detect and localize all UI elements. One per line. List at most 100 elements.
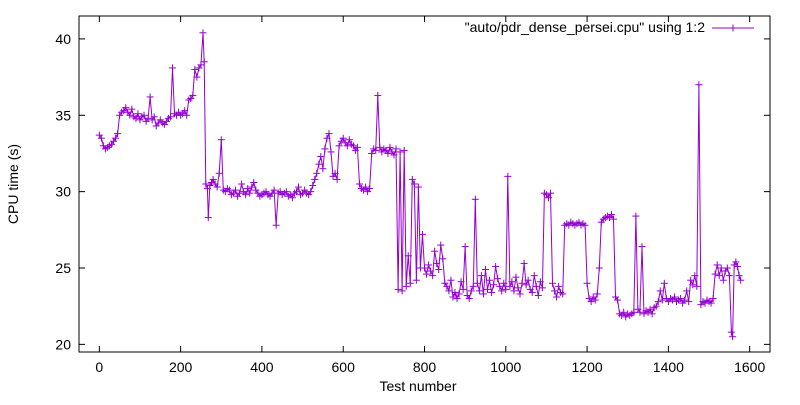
data-point <box>288 194 296 202</box>
data-point <box>733 262 741 270</box>
data-point <box>685 298 693 306</box>
data-point <box>725 272 733 280</box>
data-point <box>193 73 201 81</box>
data-point <box>498 287 506 295</box>
data-point <box>502 285 510 293</box>
data-point <box>510 287 518 295</box>
data-point <box>321 145 329 153</box>
data-point <box>504 172 512 180</box>
data-point <box>150 113 158 121</box>
data-point <box>591 296 599 304</box>
data-point <box>313 169 321 177</box>
data-point <box>583 279 591 287</box>
x-tick-label: 1000 <box>490 359 521 375</box>
data-point <box>461 243 469 251</box>
data-point <box>386 143 394 151</box>
data-point <box>632 212 640 220</box>
data-point <box>636 308 644 316</box>
legend-label: "auto/pdr_dense_persei.cpu" using 1:2 <box>465 19 706 35</box>
data-point <box>687 276 695 284</box>
data-point <box>729 333 737 341</box>
data-point <box>707 299 715 307</box>
data-point <box>372 146 380 154</box>
data-point <box>445 287 453 295</box>
y-tick-label: 20 <box>55 336 71 352</box>
x-tick-label: 1200 <box>572 359 603 375</box>
data-point <box>244 185 252 193</box>
data-point <box>481 266 489 274</box>
data-point <box>538 284 546 292</box>
y-tick-label: 30 <box>55 184 71 200</box>
data-point <box>225 186 233 194</box>
data-point <box>412 276 420 284</box>
x-tick-label: 1600 <box>734 359 765 375</box>
data-point <box>475 287 483 295</box>
data-point <box>423 270 431 278</box>
x-tick-label: 800 <box>413 359 437 375</box>
data-point <box>307 188 315 196</box>
data-point <box>553 293 561 301</box>
data-point <box>544 194 552 202</box>
data-point <box>217 136 225 144</box>
data-point <box>549 279 557 287</box>
data-point <box>97 134 105 142</box>
data-point <box>683 287 691 295</box>
data-point <box>551 287 559 295</box>
data-point <box>435 266 443 274</box>
data-point <box>376 143 384 151</box>
data-point <box>231 186 239 194</box>
data-point <box>732 258 740 266</box>
data-point <box>114 130 122 138</box>
data-point <box>512 273 520 281</box>
data-point <box>695 81 703 89</box>
y-tick-label: 35 <box>55 107 71 123</box>
data-point <box>134 110 142 118</box>
y-tick-label: 25 <box>55 260 71 276</box>
data-point <box>414 183 422 191</box>
data-point <box>484 285 492 293</box>
data-point <box>209 175 217 183</box>
x-axis-ticks: 0 200 400 600 800 1000 1200 1400 1600 <box>95 16 765 375</box>
data-point <box>128 105 136 113</box>
data-point <box>490 281 498 289</box>
data-point <box>581 221 589 229</box>
data-point <box>349 142 357 150</box>
data-point <box>614 296 622 304</box>
x-tick-label: 200 <box>169 359 193 375</box>
data-point <box>711 270 719 278</box>
data-point <box>215 169 223 177</box>
data-point <box>421 264 428 272</box>
data-point <box>402 282 410 290</box>
data-point <box>353 143 361 151</box>
data-point <box>396 148 404 156</box>
data-point <box>514 284 522 292</box>
data-point <box>132 114 140 122</box>
x-tick-label: 600 <box>332 359 356 375</box>
data-point <box>660 279 668 287</box>
data-point <box>689 281 697 289</box>
legend: "auto/pdr_dense_persei.cpu" using 1:2 <box>465 19 754 35</box>
data-point <box>327 148 335 156</box>
data-point <box>528 288 536 296</box>
data-point <box>394 285 402 293</box>
data-point <box>374 91 382 99</box>
x-tick-label: 400 <box>250 359 274 375</box>
data-point <box>213 183 221 191</box>
data-point <box>654 298 662 306</box>
data-point <box>323 134 331 142</box>
data-point <box>652 302 660 310</box>
data-point <box>709 295 717 303</box>
data-point <box>250 178 258 186</box>
data-point <box>202 180 210 188</box>
data-point <box>272 221 280 229</box>
data-point <box>520 259 528 267</box>
data-point <box>362 183 370 191</box>
data-point <box>368 149 376 157</box>
data-point <box>516 290 524 298</box>
data-point <box>144 114 152 122</box>
data-point <box>183 111 191 119</box>
data-point <box>311 175 319 183</box>
data-point <box>343 142 351 150</box>
data-point <box>477 272 485 280</box>
